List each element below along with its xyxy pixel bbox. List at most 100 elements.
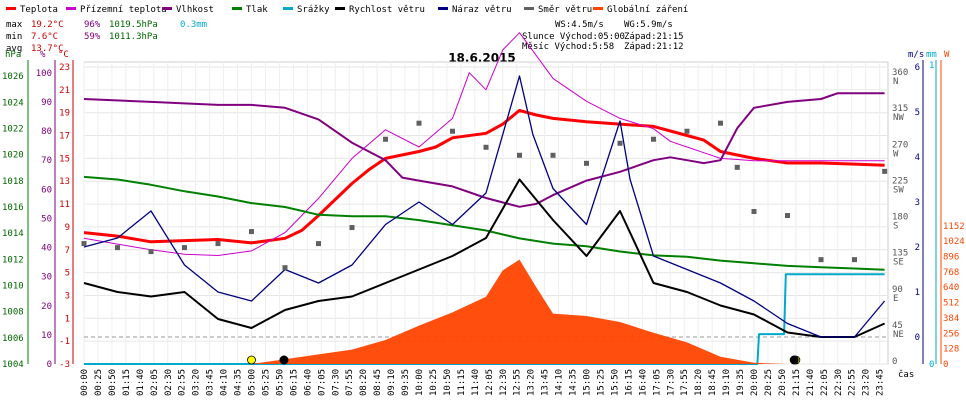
x-tick-label: 20:25 <box>764 369 774 396</box>
pct-tick: 70 <box>41 156 52 166</box>
temp-tick: 1 <box>65 314 70 324</box>
legend-swatch-3 <box>232 7 242 10</box>
x-tick-label: 07:05 <box>317 369 327 396</box>
pct-tick: 0 <box>47 360 52 370</box>
temp-tick: 17 <box>59 132 70 142</box>
series-line-5 <box>83 178 886 338</box>
legend-label-6: Náraz větru <box>452 5 512 15</box>
dir-tick: 315 <box>892 104 908 114</box>
temp-tick: -1 <box>59 337 70 347</box>
dir-tick: 180 <box>892 213 908 223</box>
ms-tick: 5 <box>915 108 920 118</box>
legend-swatch-5 <box>335 7 345 10</box>
stats-min-hum: 59% <box>84 32 101 42</box>
hpa-tick: 1016 <box>2 203 24 213</box>
ms-tick: 0 <box>915 333 920 343</box>
hpa-tick: 1008 <box>2 308 24 318</box>
x-tick-label: 12:30 <box>499 369 509 396</box>
x-tick-label: 00:50 <box>108 369 118 396</box>
x-tick-label: 11:40 <box>471 369 481 396</box>
x-tick-label: 23:45 <box>876 369 886 396</box>
wind-dir-point <box>550 152 556 158</box>
temp-unit: °C <box>58 50 69 60</box>
moonset-marker <box>789 355 799 365</box>
x-tick-label: 23:20 <box>862 369 872 396</box>
x-tick-label: 01:40 <box>136 369 146 396</box>
dir-name: N <box>893 77 898 87</box>
dir-tick: 270 <box>892 140 908 150</box>
x-tick-label: 21:15 <box>792 369 802 396</box>
stats-min-temp: 7.6°C <box>31 32 58 42</box>
x-tick-label: 09:10 <box>387 369 397 396</box>
wind-dir-point <box>383 136 388 142</box>
x-tick-label: 12:05 <box>485 369 495 396</box>
stats-avg-label: avg <box>6 44 22 54</box>
temp-tick: 15 <box>59 154 70 164</box>
x-tick-label: 02:05 <box>150 369 160 396</box>
x-tick-label: 07:30 <box>331 369 341 396</box>
x-tick-label: 19:35 <box>736 369 746 396</box>
stats-avg-temp: 13.7°C <box>31 44 64 54</box>
dir-tick: 225 <box>892 176 908 186</box>
x-tick-label: 10:50 <box>443 369 453 396</box>
x-tick-label: 14:10 <box>555 369 565 396</box>
x-tick-label: 05:50 <box>275 369 285 396</box>
legend-label-8: Globální záření <box>607 5 688 15</box>
wind-wg: WG:5.9m/s <box>624 20 673 30</box>
pct-tick: 60 <box>41 185 52 195</box>
dir-tick: 360 <box>892 68 908 78</box>
mm-unit: mm <box>926 50 937 60</box>
x-tick-label: 06:40 <box>303 369 313 396</box>
wind-dir-point <box>684 128 690 134</box>
series-line-1 <box>83 32 885 256</box>
ms-tick: 3 <box>915 198 920 208</box>
x-tick-label: 18:20 <box>694 369 704 396</box>
moonrise-marker <box>279 355 289 365</box>
ms-tick: 4 <box>915 153 920 163</box>
legend-swatch-0 <box>6 7 16 10</box>
x-tick-label: 16:40 <box>638 369 648 396</box>
temp-tick: 21 <box>59 86 70 96</box>
dir-name: W <box>893 149 899 159</box>
w-tick: 640 <box>943 283 959 293</box>
plot-area <box>81 32 888 365</box>
hpa-tick: 1004 <box>2 360 24 370</box>
temp-tick: 11 <box>59 200 70 210</box>
x-tick-label: 08:20 <box>359 369 369 396</box>
x-tick-label: 12:55 <box>513 369 523 396</box>
moonrise: Měsíc Východ:5:58 <box>522 42 614 52</box>
wind-dir-point <box>584 160 589 166</box>
x-tick-label: 20:00 <box>750 369 760 396</box>
x-tick-label: 15:25 <box>596 369 606 396</box>
x-tick-label: 02:30 <box>164 369 174 396</box>
x-tick-label: 13:45 <box>541 369 551 396</box>
legend-label-4: Srážky <box>297 5 330 15</box>
x-tick-label: 10:00 <box>415 369 425 396</box>
wind-dir-point <box>882 168 888 174</box>
series-area-radiation <box>84 259 885 364</box>
hpa-tick: 1006 <box>2 334 24 344</box>
temp-tick: -3 <box>59 360 70 370</box>
x-tick-label: 06:15 <box>289 369 299 396</box>
x-unit-label: čas <box>898 369 914 380</box>
temp-tick: 13 <box>59 177 70 187</box>
hpa-tick: 1018 <box>2 177 24 187</box>
temp-tick: 9 <box>65 223 70 233</box>
w-tick: 128 <box>943 345 959 355</box>
dir-name: SW <box>893 185 904 195</box>
x-tick-label: 03:20 <box>192 369 202 396</box>
w-tick: 0 <box>943 360 948 370</box>
dir-name: SE <box>893 258 904 268</box>
dir-tick: 45 <box>892 321 903 331</box>
x-tick-label: 13:20 <box>527 369 537 396</box>
x-tick-label: 14:35 <box>569 369 579 396</box>
ms-tick: 1 <box>915 288 920 298</box>
x-tick-label: 17:30 <box>666 369 676 396</box>
wind-dir-point <box>785 213 790 218</box>
x-tick-label: 19:10 <box>722 369 732 396</box>
x-tick-label: 00:00 <box>80 369 90 396</box>
x-tick-label: 17:55 <box>680 369 690 396</box>
dir-name: NW <box>893 113 904 123</box>
wind-dir-point <box>818 257 824 263</box>
temp-tick: 23 <box>59 63 70 73</box>
